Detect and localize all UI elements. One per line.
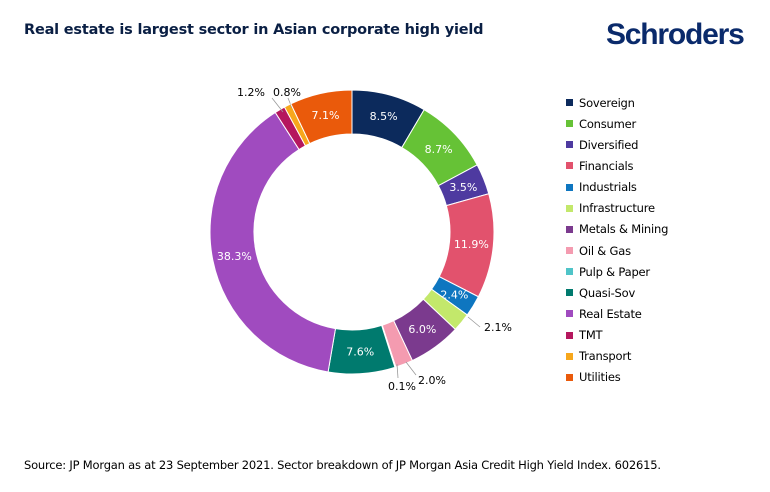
slice-label-oil-and-gas: 2.0%: [418, 374, 446, 387]
legend-item-real-estate: Real Estate: [566, 303, 668, 324]
legend-swatch: [566, 289, 573, 297]
legend-label: Financials: [579, 158, 634, 173]
legend-label: Consumer: [579, 116, 637, 131]
donut-chart: 8.5% 8.7% 3.5% 11.9% 2.4% 2.1% 6.0% 2.0%0.1% 7.6…: [209, 86, 512, 393]
legend-item-industrials: Industrials: [566, 177, 668, 198]
legend-swatch: [566, 331, 573, 339]
slice-label-industrials: 2.4%: [440, 289, 468, 302]
chart-legend: Sovereign Consumer Diversified Financials In…: [566, 92, 668, 388]
legend-item-infrastructure: Infrastructure: [566, 198, 668, 219]
legend-swatch: [566, 183, 573, 191]
legend-label: Industrials: [579, 180, 637, 195]
legend-label: Infrastructure: [579, 201, 655, 216]
source-note: Source: JP Morgan as at 23 September 202…: [24, 458, 661, 472]
leader-line-pulp-and-paper: [396, 363, 399, 379]
legend-item-oil-and-gas: Oil & Gas: [566, 240, 668, 261]
legend-item-utilities: Utilities: [566, 367, 668, 388]
legend-label: Metals & Mining: [579, 222, 669, 237]
legend-label: Oil & Gas: [579, 243, 631, 258]
slice-real-estate: [209, 111, 337, 373]
legend-item-transport: Transport: [566, 346, 668, 367]
slice-label-financials: 11.9%: [454, 238, 489, 251]
slice-label-diversified: 3.5%: [449, 181, 477, 194]
legend-swatch: [566, 204, 573, 212]
schroders-logo: Schroders: [606, 18, 745, 51]
legend-label: Pulp & Paper: [579, 264, 650, 279]
chart-title: Real estate is largest sector in Asian c…: [24, 22, 484, 38]
leader-line-infrastructure: [467, 316, 481, 328]
legend-label: Sovereign: [579, 95, 635, 110]
leader-line-transport: [287, 97, 293, 109]
leader-line-oil-and-gas: [405, 361, 417, 376]
legend-label: Utilities: [579, 370, 621, 385]
legend-swatch: [566, 268, 573, 276]
slice-label-utilities: 7.1%: [312, 109, 340, 122]
legend-item-diversified: Diversified: [566, 134, 668, 155]
legend-item-metals-and-mining: Metals & Mining: [566, 219, 668, 240]
legend-item-financials: Financials: [566, 155, 668, 176]
legend-label: Diversified: [579, 137, 639, 152]
slice-utilities: [290, 89, 353, 145]
legend-swatch: [566, 120, 573, 128]
legend-label: Real Estate: [579, 306, 642, 321]
slice-label-quasi-sov: 7.6%: [346, 346, 374, 359]
legend-item-sovereign: Sovereign: [566, 92, 668, 113]
slice-label-real-estate: 38.3%: [217, 250, 252, 263]
slice-label-metals-and-mining: 6.0%: [408, 323, 436, 336]
legend-swatch: [566, 225, 573, 233]
slice-label-transport: 0.8%: [273, 86, 301, 99]
legend-swatch: [566, 352, 573, 360]
leader-line-tmt: [271, 97, 284, 113]
legend-swatch: [566, 141, 573, 149]
legend-swatch: [566, 373, 573, 381]
legend-label: Quasi-Sov: [579, 285, 636, 300]
slice-label-infrastructure: 2.1%: [484, 321, 512, 334]
slice-label-tmt: 1.2%: [237, 86, 265, 99]
legend-swatch: [566, 310, 573, 318]
legend-swatch: [566, 162, 573, 170]
legend-item-pulp-and-paper: Pulp & Paper: [566, 261, 668, 282]
slice-label-sovereign: 8.5%: [370, 110, 398, 123]
legend-label: Transport: [579, 349, 632, 364]
legend-label: TMT: [579, 328, 603, 343]
legend-swatch: [566, 247, 573, 255]
legend-item-consumer: Consumer: [566, 113, 668, 134]
slice-label-pulp-and-paper: 0.1%: [388, 380, 416, 393]
slice-label-consumer: 8.7%: [425, 143, 453, 156]
legend-item-quasi-sov: Quasi-Sov: [566, 282, 668, 303]
legend-item-tmt: TMT: [566, 325, 668, 346]
legend-swatch: [566, 99, 573, 107]
